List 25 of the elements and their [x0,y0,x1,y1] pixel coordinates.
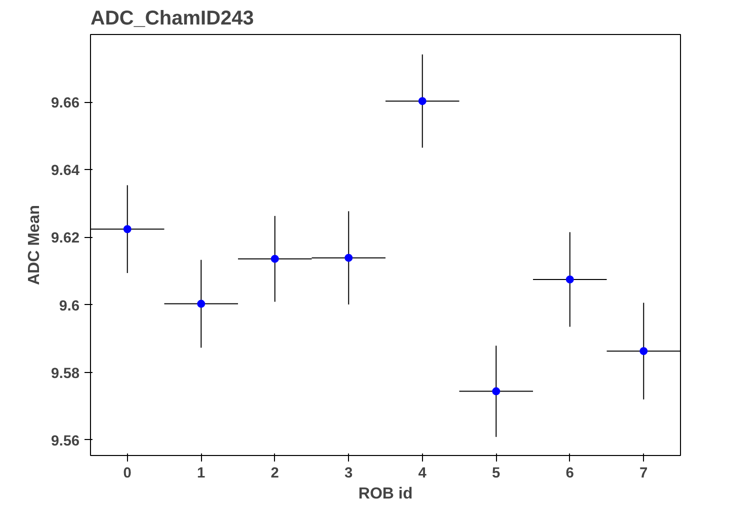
x-tick-label: 0 [123,466,132,482]
y-tick-label: 9.58 [50,366,80,382]
point [344,254,353,262]
point [197,300,206,308]
x-axis-title: ROB id [358,486,413,502]
point [270,254,279,263]
x-tick-label: 7 [640,466,648,482]
point [123,225,132,234]
x-tick-label: 4 [418,466,428,482]
point [418,97,426,106]
y-tick-label: 9.66 [50,96,80,112]
y-tick-label: 9.62 [50,230,80,247]
point [566,275,574,284]
y-tick-label: 9.64 [50,163,80,180]
x-tick-label: 6 [566,466,574,482]
x-tick-label: 1 [197,466,206,482]
x-tick-label: 2 [270,466,279,482]
x-tick-label: 5 [492,466,500,482]
point [640,347,648,356]
x-tick-label: 3 [344,466,353,482]
y-axis-title: ADC Mean [26,204,43,286]
y-tick-label: 9.6 [59,298,80,314]
chart-title: ADC_ChamID243 [90,8,254,30]
y-tick-label: 9.56 [50,433,80,450]
point [492,387,500,396]
